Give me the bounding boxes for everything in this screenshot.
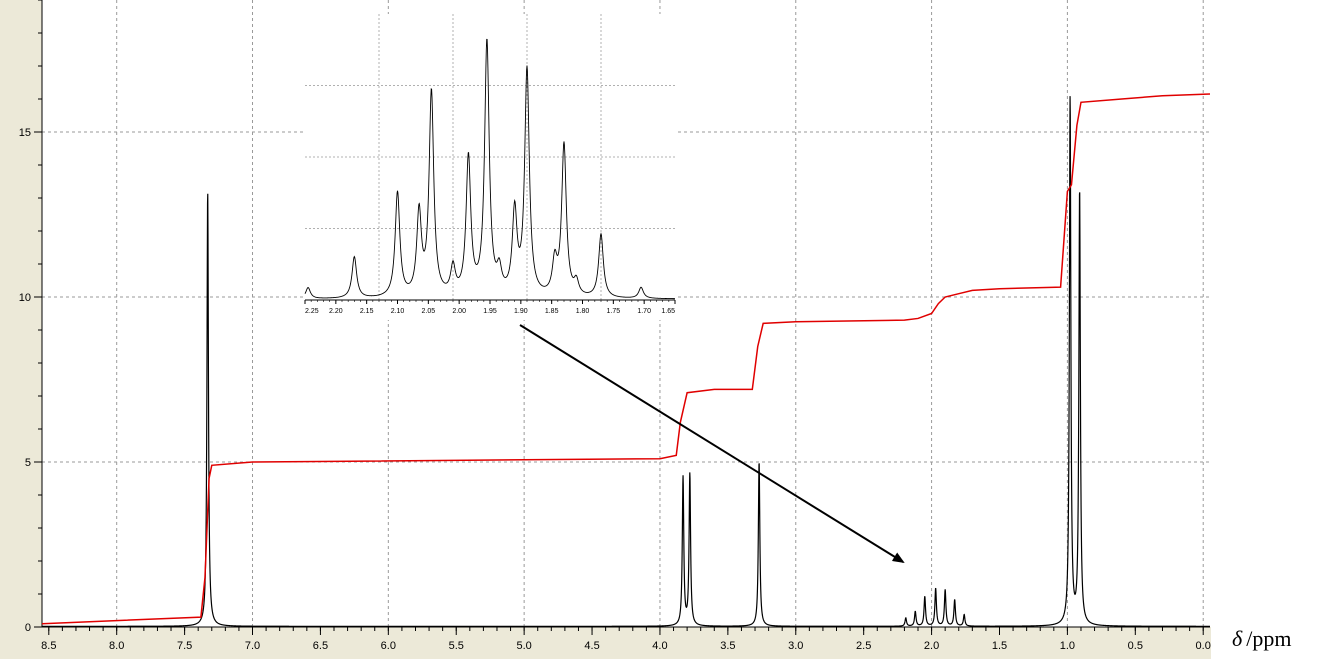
- inset-spectrum-line: [304, 38, 675, 300]
- x-tick-label: 0.5: [1128, 640, 1143, 652]
- x-tick-label: 2.5: [856, 640, 871, 652]
- inset-x-axis-ticks: 2.25 2.20 2.15 2.10 2.05 2.00 1.95 1.90 1.85 1.80…: [304, 300, 676, 315]
- spectrum-line: [42, 96, 1210, 627]
- x-tick-label: 8.0: [109, 640, 124, 652]
- inset-x-tick-label: 2.15: [360, 308, 374, 315]
- x-tick-label: 4.5: [584, 640, 599, 652]
- y-tick-label: 10: [19, 292, 31, 304]
- x-axis-title-unit: /ppm: [1246, 626, 1291, 651]
- inset-x-tick-label: 1.75: [607, 308, 621, 315]
- inset-x-tick-label: 2.05: [422, 308, 436, 315]
- y-tick-label: 0: [25, 622, 31, 634]
- y-tick-label: 5: [25, 457, 31, 469]
- x-axis-title-symbol: δ: [1232, 626, 1243, 651]
- y-axis-panel: [0, 0, 42, 627]
- x-tick-label: 6.0: [381, 640, 396, 652]
- inset-x-tick-label: 1.80: [576, 308, 590, 315]
- x-tick-label: 5.0: [516, 640, 531, 652]
- inset-grid-lines: [305, 14, 675, 300]
- x-tick-label: 5.5: [449, 640, 464, 652]
- x-axis-title: δ/ppm: [1232, 626, 1291, 651]
- x-tick-label: 6.5: [313, 640, 328, 652]
- inset-x-tick-label: 2.20: [329, 308, 343, 315]
- y-tick-label: 15: [19, 127, 31, 139]
- x-axis-panel: [0, 627, 1211, 659]
- x-tick-label: 1.0: [1060, 640, 1075, 652]
- x-tick-label: 2.0: [924, 640, 939, 652]
- inset-x-tick-label: 2.10: [391, 308, 405, 315]
- x-tick-label: 3.5: [720, 640, 735, 652]
- y-axis-ticks: 0 5 10 15: [19, 0, 42, 634]
- integral-line: [41, 93, 1211, 625]
- x-tick-label: 1.5: [992, 640, 1007, 652]
- inset-x-tick-label: 2.00: [452, 308, 466, 315]
- inset-spectrum: [304, 38, 675, 300]
- inset-x-tick-label: 1.95: [483, 308, 497, 315]
- x-tick-label: 7.0: [245, 640, 260, 652]
- callout-arrow: [519, 324, 905, 564]
- inset-x-tick-label: 1.70: [637, 308, 651, 315]
- spectrum-series: [42, 96, 1210, 627]
- inset-x-tick-label: 2.25: [305, 308, 319, 315]
- inset-x-tick-label: 1.85: [545, 308, 559, 315]
- integral-series: [41, 93, 1211, 625]
- x-tick-label: 4.0: [652, 640, 667, 652]
- x-axis-ticks: 8.5 8.0 7.5 7.0 6.5 6.0 5.5 5.0 4.5 4.0 3.5 3.0 2.5 2…: [41, 627, 1211, 652]
- inset-expansion: 2.25 2.20 2.15 2.10 2.05 2.00 1.95 1.90 1.85 1.80…: [304, 14, 676, 320]
- x-tick-label: 8.5: [41, 640, 56, 652]
- inset-x-tick-label: 1.90: [514, 308, 528, 315]
- x-tick-label: 3.0: [788, 640, 803, 652]
- x-tick-label: 0.0: [1196, 640, 1211, 652]
- x-tick-label: 7.5: [177, 640, 192, 652]
- inset-x-tick-label: 1.65: [661, 308, 675, 315]
